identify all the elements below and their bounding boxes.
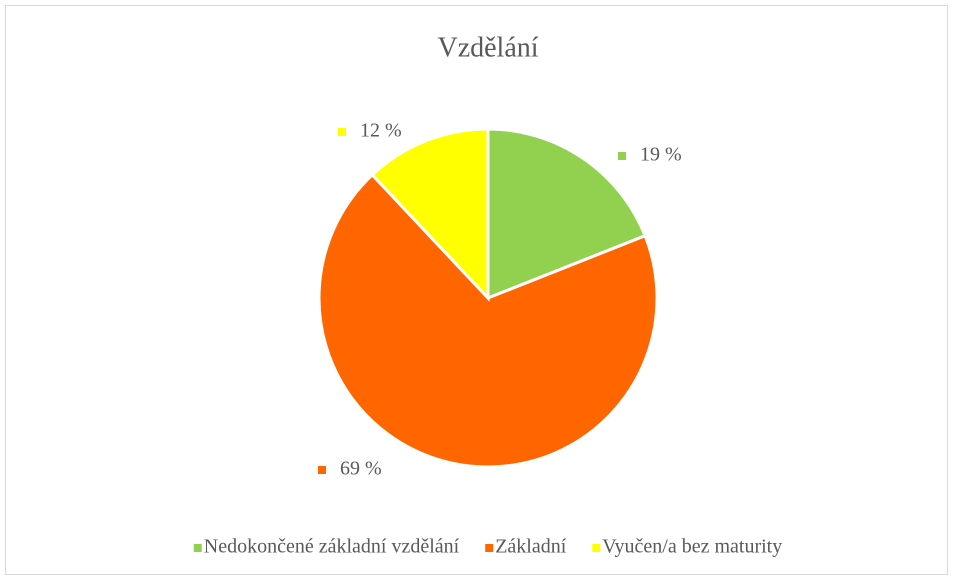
data-label: 19 % <box>640 144 682 166</box>
chart-title: Vzdělání <box>437 32 538 63</box>
label-marker <box>618 152 626 160</box>
legend-marker <box>485 544 494 552</box>
data-label: 69 % <box>340 458 382 480</box>
legend-label: Základní <box>495 536 567 558</box>
legend-marker <box>592 544 601 552</box>
label-marker <box>318 466 326 474</box>
pie-slice <box>370 127 490 302</box>
label-marker <box>338 128 346 136</box>
data-label: 12 % <box>360 120 402 142</box>
pie-slice <box>317 172 659 469</box>
legend-marker <box>193 544 202 552</box>
legend-label: Nedokončené základní vzdělání <box>204 536 460 558</box>
pie-slice <box>486 127 648 301</box>
legend-label: Vyučen/a bez maturity <box>602 536 782 558</box>
